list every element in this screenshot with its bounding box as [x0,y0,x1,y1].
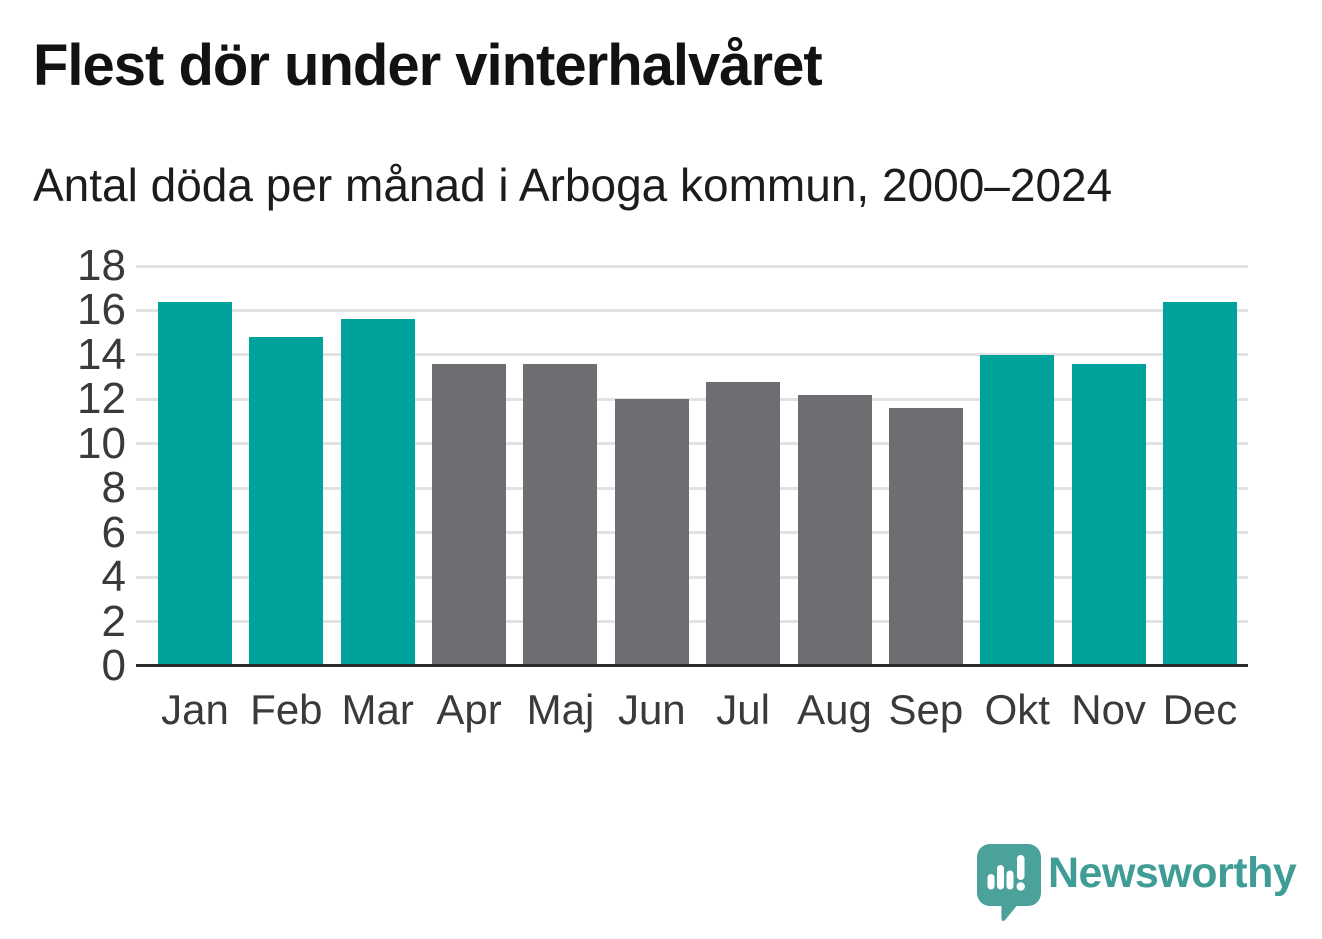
y-tick-label-6: 6 [101,507,126,557]
y-tick-label-2: 2 [101,596,126,646]
y-tick-label-0: 0 [101,641,126,690]
y-tick-label-10: 10 [77,418,126,468]
y-tick-label-18: 18 [77,241,126,290]
gridline-18 [136,264,1248,268]
bar-apr [432,363,507,666]
newsworthy-brand [977,844,1041,924]
x-tick-label-apr: Apr [436,686,502,733]
bar-aug [797,394,872,666]
y-tick-label-14: 14 [77,329,126,379]
x-tick-label-maj: Maj [526,686,595,733]
gridline-14 [136,353,1248,357]
bar-dec [1162,301,1237,666]
y-tick-label-16: 16 [77,285,126,335]
x-tick-label-okt: Okt [984,686,1050,733]
bar-chart-plot-area [136,264,1248,667]
gridline-6 [136,531,1248,535]
bar-okt [980,354,1055,666]
x-tick-label-aug: Aug [797,686,872,733]
newsworthy-speech-bubble-chart-icon [977,844,1041,921]
x-tick-label-feb: Feb [250,686,323,733]
bar-jul [706,381,781,666]
y-axis-tick-labels: 0 2 4 6 8 10 12 14 16 18 [0,0,126,939]
x-tick-label-dec: Dec [1162,686,1238,733]
gridline-4 [136,575,1248,579]
x-tick-label-jul: Jul [716,686,770,733]
x-axis-line [136,664,1248,667]
gridline-8 [136,486,1248,490]
y-tick-label-12: 12 [77,374,126,424]
gridline-16 [136,308,1248,312]
bar-maj [523,363,598,666]
bar-jun [614,399,689,666]
bar-mar [340,319,415,666]
y-tick-label-8: 8 [101,463,126,513]
y-tick-label-4: 4 [101,552,126,602]
x-tick-label-sep: Sep [888,686,964,733]
x-tick-label-mar: Mar [341,686,414,733]
gridline-2 [136,620,1248,624]
chart-title: Flest dör under vinterhalvåret [33,33,823,98]
x-tick-label-nov: Nov [1071,686,1146,733]
gridline-12 [136,397,1248,401]
x-tick-label-jan: Jan [161,686,229,733]
x-tick-label-jun: Jun [617,686,686,733]
newsworthy-wordmark: Newsworthy [1048,849,1297,897]
bar-sep [888,408,963,666]
bar-nov [1071,363,1146,666]
gridline-10 [136,442,1248,446]
chart-subtitle: Antal döda per månad i Arboga kommun, 20… [33,159,1113,211]
bar-feb [249,337,324,666]
bar-jan [158,301,232,666]
